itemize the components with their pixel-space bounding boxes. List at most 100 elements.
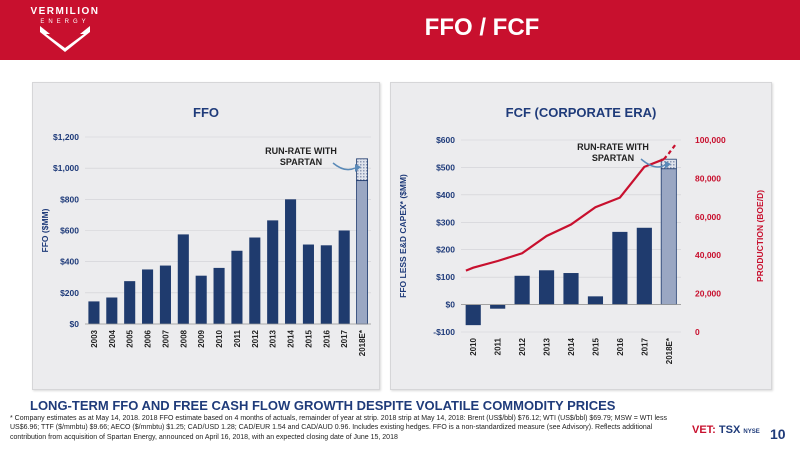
y-tick-label: -$100 <box>433 327 455 337</box>
x-tick-label: 2016 <box>616 337 625 355</box>
x-tick-label: 2017 <box>640 337 649 355</box>
x-tick-label: 2018E* <box>358 329 367 356</box>
ticker-nyse: NYSE <box>743 429 760 435</box>
annotation-line-1: RUN-RATE WITH <box>265 146 337 156</box>
bar <box>249 237 261 324</box>
x-tick-label: 2004 <box>108 329 117 347</box>
bar <box>636 227 652 305</box>
tagline: LONG-TERM FFO AND FREE CASH FLOW GROWTH … <box>30 398 616 413</box>
y-tick-label: $0 <box>70 319 80 329</box>
x-tick-label: 2017 <box>340 329 349 347</box>
y-tick-label: $400 <box>60 257 79 267</box>
x-tick-label: 2012 <box>251 329 260 347</box>
y-tick-label: $600 <box>436 135 455 145</box>
bar <box>267 220 279 324</box>
annotation-line-2: SPARTAN <box>280 157 322 167</box>
bar-projection <box>660 168 677 305</box>
bar <box>538 270 555 305</box>
y2-tick-label: 80,000 <box>695 173 721 183</box>
bar <box>612 231 628 305</box>
production-line-projection <box>663 143 677 160</box>
x-tick-label: 2010 <box>469 337 478 355</box>
bar <box>195 275 207 324</box>
page-number: 10 <box>770 426 786 442</box>
x-tick-label: 2016 <box>322 329 331 347</box>
production-line <box>465 158 665 272</box>
logo-subtext: ENERGY <box>40 19 90 25</box>
y-tick-label: $500 <box>436 162 455 172</box>
fcf-chart: FCF (CORPORATE ERA) -$100 $0 $100 $200 $300 $4… <box>398 105 765 364</box>
x-tick-label: 2006 <box>144 329 153 347</box>
y-tick-label: $100 <box>436 272 455 282</box>
bar <box>106 297 118 324</box>
y-tick-label: $1,000 <box>53 163 79 173</box>
x-tick-label: 2014 <box>567 337 576 355</box>
y2-tick-label: 20,000 <box>695 289 721 299</box>
x-tick-label: 2018E* <box>665 337 674 364</box>
bar <box>285 199 297 324</box>
x-tick-label: 2015 <box>591 337 600 355</box>
x-tick-label: 2009 <box>197 329 206 347</box>
page-title-text: FFO / FCF <box>424 14 540 41</box>
ffo-chart-panel: FFO $0 $200 $400 $600 $800 $1,000 $1,200 FFO ($M… <box>32 82 380 390</box>
y-tick-label: $400 <box>436 190 455 200</box>
bar <box>514 275 530 305</box>
fcf-chart-panel: FCF (CORPORATE ERA) -$100 $0 $100 $200 $300 $4… <box>390 82 772 390</box>
bar <box>338 230 350 324</box>
bar <box>320 245 332 324</box>
annotation-arrowhead <box>355 164 361 172</box>
annotation-line-1: RUN-RATE WITH <box>577 142 649 152</box>
bar <box>159 265 171 324</box>
x-tick-label: 2013 <box>543 337 552 355</box>
x-tick-label: 2014 <box>287 329 296 347</box>
y-tick-label: $1,200 <box>53 132 79 142</box>
bar <box>88 301 100 324</box>
y-tick-label: $800 <box>60 194 79 204</box>
x-tick-label: 2011 <box>494 337 503 355</box>
ticker-logo: VET: TSX NYSE <box>692 424 760 436</box>
ffo-chart: FFO $0 $200 $400 $600 $800 $1,000 $1,200 FFO ($M… <box>40 105 371 356</box>
x-tick-label: 2010 <box>215 329 224 347</box>
logo-chevron-icon <box>40 26 90 52</box>
y-axis-label: FFO ($MM) <box>40 208 50 252</box>
x-tick-label: 2007 <box>161 329 170 347</box>
y2-tick-label: 40,000 <box>695 250 721 260</box>
x-tick-label: 2005 <box>126 329 135 347</box>
annotation-arrowhead <box>665 161 671 169</box>
bar <box>465 304 481 326</box>
chart-title: FFO <box>193 105 219 120</box>
ticker-tsx: TSX <box>718 424 741 436</box>
bar <box>177 234 189 324</box>
y-axis-label: FFO LESS E&D CAPEX* ($MM) <box>398 174 408 298</box>
y2-axis-label: PRODUCTION (BOE/D) <box>755 190 765 282</box>
y-tick-label: $300 <box>436 217 455 227</box>
annotation-arrow <box>640 158 666 168</box>
bar-projection <box>356 180 369 325</box>
footnote: * Company estimates as at May 14, 2018. … <box>10 415 667 441</box>
logo-wordmark: VERMILION <box>30 6 100 17</box>
y2-tick-label: 60,000 <box>695 212 721 222</box>
bar <box>302 244 314 324</box>
x-tick-label: 2011 <box>233 329 242 347</box>
y2-tick-label: 100,000 <box>695 135 726 145</box>
x-tick-label: 2013 <box>269 329 278 347</box>
bar <box>587 296 604 305</box>
bar <box>213 267 225 324</box>
y-tick-label: $0 <box>446 300 456 310</box>
annotation-line-2: SPARTAN <box>592 153 634 163</box>
bar <box>231 250 243 324</box>
x-tick-label: 2008 <box>179 329 188 347</box>
bar <box>563 273 579 305</box>
x-tick-label: 2015 <box>304 329 313 347</box>
bar <box>490 304 506 309</box>
y-tick-label: $200 <box>436 245 455 255</box>
page-title: FFO / FCF <box>0 14 800 42</box>
bar <box>124 281 136 324</box>
x-tick-label: 2012 <box>518 337 527 355</box>
y-tick-label: $600 <box>60 226 79 236</box>
header-banner: VERMILION ENERGY FFO / FCF <box>0 0 800 60</box>
y2-tick-label: 0 <box>695 327 700 337</box>
bar <box>142 269 154 324</box>
ticker-vet: VET: <box>692 424 716 436</box>
x-tick-label: 2003 <box>90 329 99 347</box>
